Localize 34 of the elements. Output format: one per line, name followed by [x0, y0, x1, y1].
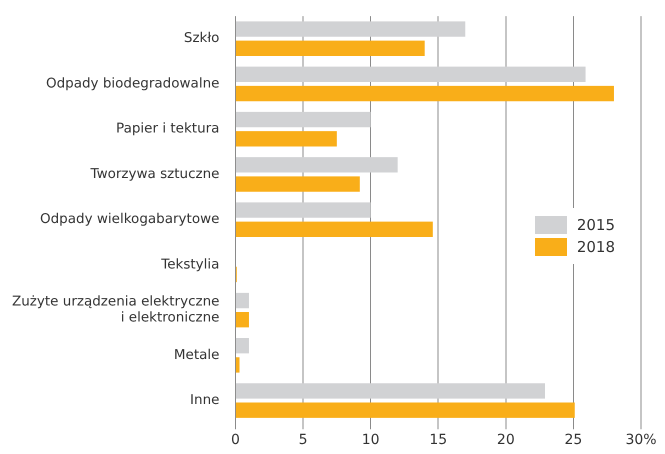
bar: [236, 202, 371, 218]
y-tick-label: Papier i tektura: [116, 120, 220, 137]
bar: [236, 338, 249, 354]
y-tick-label: Metale: [174, 346, 220, 363]
x-tick-label: 25: [564, 432, 582, 448]
x-tick-label: 30%: [625, 432, 657, 448]
y-tick-label: Odpady wielkogabarytowe: [40, 211, 220, 228]
bar: [236, 357, 240, 373]
bar: [236, 292, 249, 308]
bar: [236, 66, 586, 82]
bar: [236, 131, 337, 146]
bar: [236, 86, 614, 102]
x-tick-label: 0: [230, 432, 240, 448]
bar: [236, 383, 546, 399]
x-tick-label: 5: [298, 432, 308, 448]
x-tick-label: 15: [429, 432, 448, 448]
bar: [236, 40, 425, 56]
bar: [236, 312, 249, 328]
legend-label: 2015: [576, 216, 615, 234]
y-tick-label: Zużyte urządzenia elektryczne i elektroniczne: [12, 294, 220, 326]
bar: [236, 112, 371, 128]
x-tick-label: 10: [362, 432, 380, 448]
y-tick-label: Inne: [190, 392, 220, 408]
x-tick-label: 20: [496, 432, 515, 448]
bar: [236, 402, 575, 418]
y-tick-label: Tworzywa sztuczne: [90, 166, 220, 182]
bar: [236, 222, 433, 237]
legend-label: 2018: [576, 238, 615, 256]
y-tick-label: Szkło: [184, 30, 220, 46]
y-tick-label: Odpady biodegradowalne: [46, 75, 220, 92]
bar: [236, 176, 360, 192]
bar: [236, 21, 466, 37]
bar: [236, 157, 398, 172]
y-tick-label: Tekstylia: [160, 256, 220, 272]
